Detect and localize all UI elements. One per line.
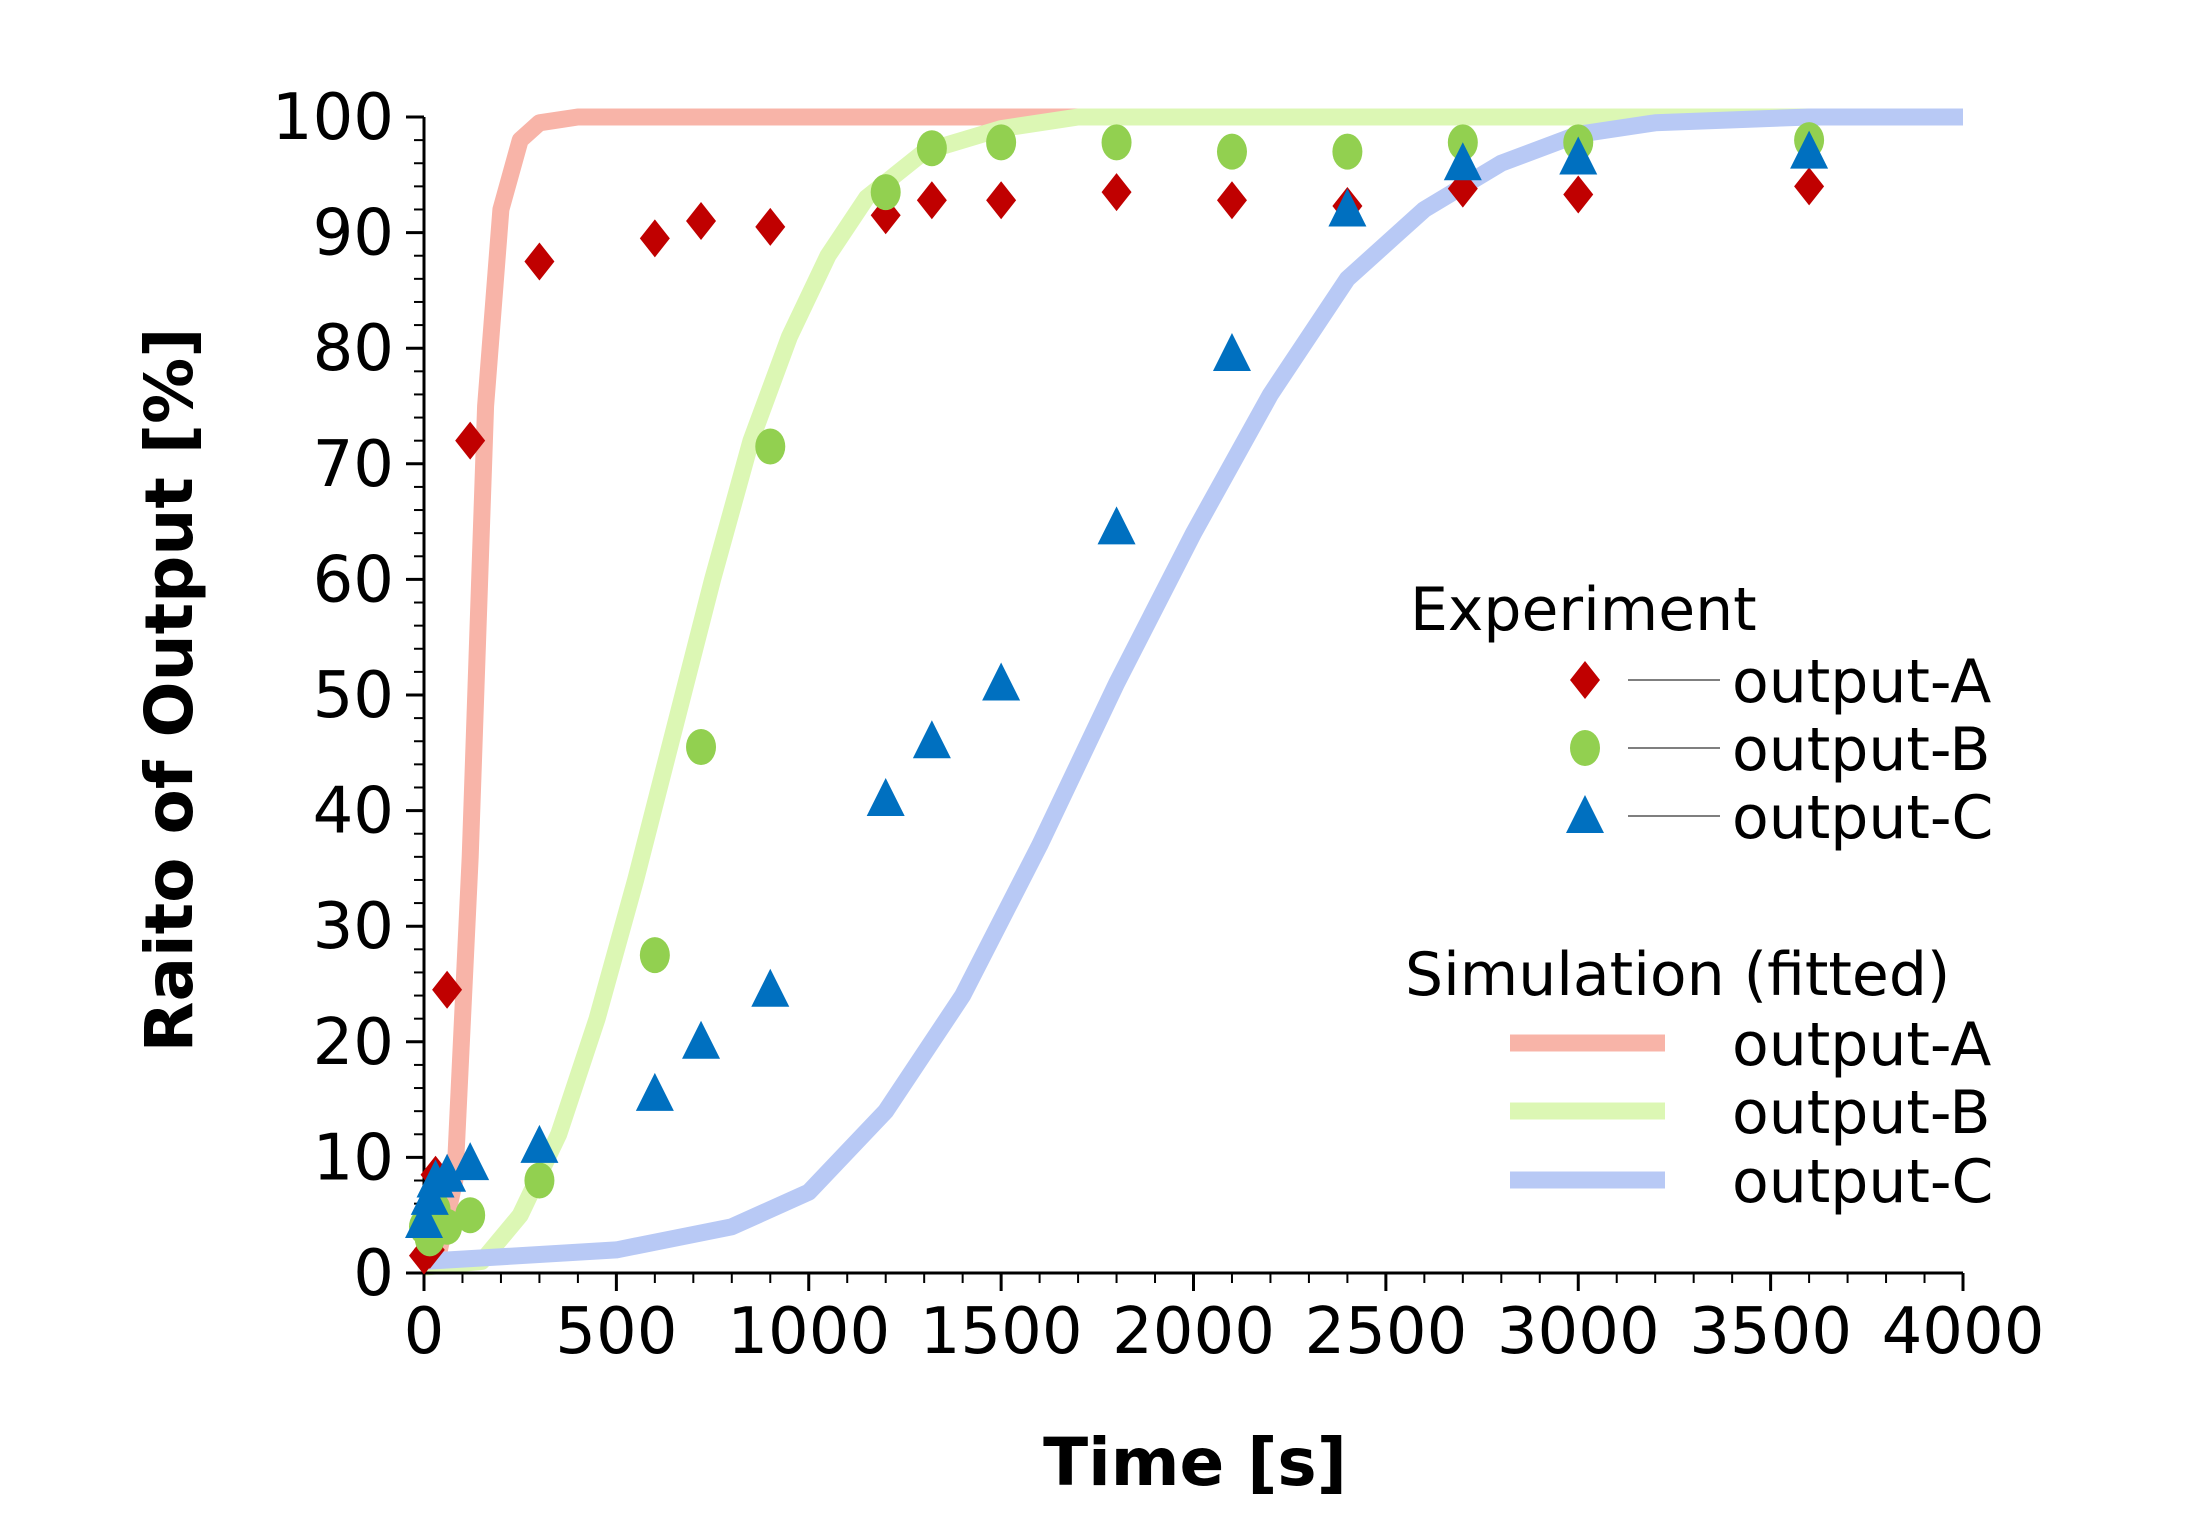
point-output-b: [1101, 124, 1132, 161]
point-output-a: [986, 181, 1017, 220]
x-tick-label: 1500: [920, 1295, 1083, 1369]
y-axis-title: Raito of Output [%]: [131, 328, 208, 1053]
legend-label-experiment-output-a: output-A: [1732, 647, 1991, 717]
legend-heading-experiment: Experiment: [1410, 575, 1757, 645]
x-tick-label: 2500: [1304, 1295, 1467, 1369]
point-output-a: [686, 202, 717, 241]
x-tick-label: 2000: [1112, 1295, 1275, 1369]
point-output-a: [524, 242, 555, 281]
point-output-a: [1563, 175, 1594, 214]
legend: Experimentoutput-Aoutput-Boutput-CSimula…: [1405, 575, 1993, 1217]
point-output-b: [1332, 133, 1363, 170]
point-output-c: [405, 1199, 443, 1238]
point-output-c: [982, 662, 1021, 701]
point-output-a: [432, 970, 463, 1009]
point-output-c: [635, 1072, 674, 1111]
legend-label-experiment-output-c: output-C: [1732, 783, 1993, 853]
y-tick-label: 30: [313, 890, 394, 964]
legend-marker-output-c: [1566, 795, 1604, 833]
point-output-c: [682, 1020, 721, 1059]
legend-heading-simulation: Simulation (fitted): [1405, 940, 1950, 1010]
legend-marker-output-b: [1570, 730, 1600, 766]
point-output-c: [1443, 142, 1482, 181]
legend-marker-output-a: [1570, 661, 1600, 699]
point-output-c: [1790, 130, 1829, 169]
experiment-markers: [405, 122, 1829, 1275]
x-tick-label: 4000: [1882, 1295, 2045, 1369]
point-output-b: [1216, 133, 1247, 170]
point-output-c: [912, 720, 951, 759]
point-output-c: [1097, 506, 1136, 545]
y-tick-label: 10: [313, 1121, 394, 1195]
y-tick-label: 20: [313, 1006, 394, 1080]
point-output-c: [520, 1124, 559, 1163]
point-output-b: [455, 1197, 486, 1234]
x-tick-label: 500: [555, 1295, 677, 1369]
y-tick-label: 50: [313, 659, 394, 733]
y-tick-label: 100: [272, 81, 394, 155]
legend-label-simulation-output-b: output-B: [1732, 1078, 1991, 1148]
point-output-a: [755, 207, 786, 246]
point-output-b: [986, 124, 1017, 161]
point-output-b: [755, 428, 786, 465]
legend-label-simulation-output-a: output-A: [1732, 1010, 1991, 1080]
point-output-c: [1328, 188, 1367, 227]
point-output-a: [455, 421, 486, 460]
point-output-b: [870, 174, 901, 211]
point-output-c: [866, 778, 905, 817]
x-tick-label: 0: [404, 1295, 445, 1369]
y-tick-label: 90: [313, 197, 394, 271]
point-output-c: [751, 968, 790, 1007]
y-tick-label: 40: [313, 775, 394, 849]
x-tick-label: 1000: [727, 1295, 890, 1369]
legend-label-simulation-output-c: output-C: [1732, 1147, 1993, 1217]
point-output-a: [1794, 167, 1825, 206]
legend-label-experiment-output-b: output-B: [1732, 715, 1991, 785]
point-output-a: [1101, 173, 1132, 212]
x-tick-label: 3000: [1497, 1295, 1660, 1369]
x-tick-label: 3500: [1689, 1295, 1852, 1369]
point-output-c: [451, 1142, 490, 1181]
y-tick-label: 80: [313, 312, 394, 386]
point-output-b: [916, 130, 947, 167]
point-output-a: [916, 181, 947, 220]
point-output-b: [524, 1162, 555, 1199]
simulation-line-output-c: [423, 108, 1963, 1270]
point-output-b: [686, 729, 717, 766]
y-tick-label: 70: [313, 428, 394, 502]
point-output-a: [1216, 181, 1247, 220]
x-axis-title: Time [s]: [1043, 1424, 1347, 1501]
point-output-c: [428, 1153, 467, 1192]
point-output-c: [1559, 136, 1598, 175]
point-output-a: [639, 219, 670, 258]
y-tick-label: 0: [353, 1237, 394, 1311]
point-output-c: [1212, 332, 1251, 371]
point-output-b: [639, 937, 670, 974]
y-tick-label: 60: [313, 543, 394, 617]
